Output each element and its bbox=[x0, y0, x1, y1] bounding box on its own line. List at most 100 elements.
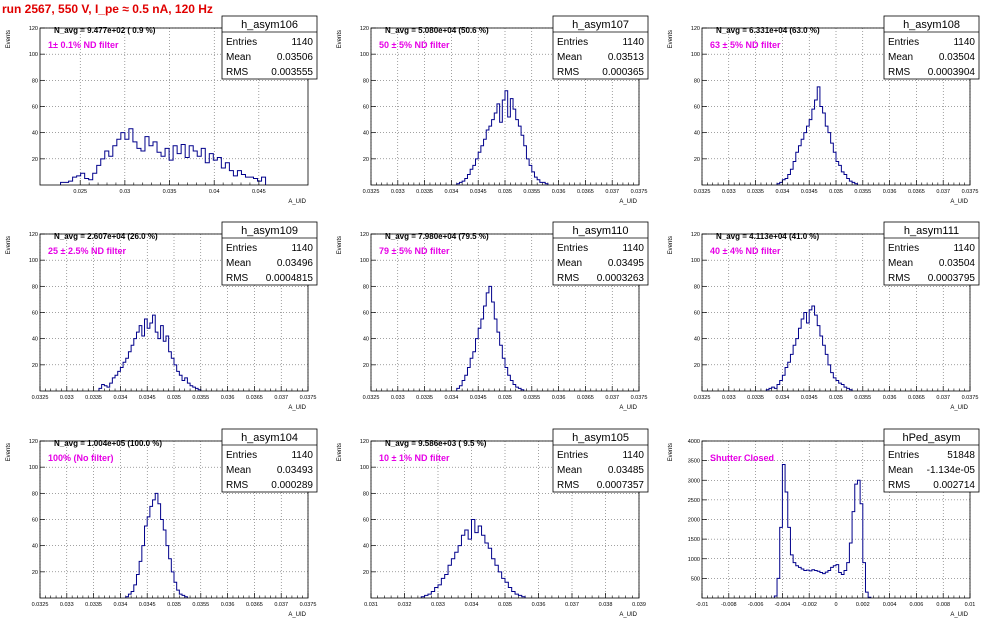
stats-label-mean: Mean bbox=[226, 258, 251, 269]
stats-title: h_asym107 bbox=[572, 19, 629, 31]
y-axis-title: Events bbox=[668, 443, 674, 461]
stats-value-rms: 0.0004815 bbox=[266, 273, 314, 284]
y-tick-label: 80 bbox=[363, 491, 369, 497]
y-tick-label: 100 bbox=[29, 52, 38, 58]
x-tick-label: 0.033 bbox=[722, 189, 736, 195]
y-tick-label: 120 bbox=[29, 26, 38, 32]
n-avg-label: N_avg = 1.004e+05 (100.0 %) bbox=[54, 439, 162, 448]
x-tick-label: 0.034 bbox=[776, 395, 790, 401]
histogram-line bbox=[456, 285, 525, 391]
x-tick-label: 0.033 bbox=[722, 395, 736, 401]
x-tick-label: 0.0355 bbox=[523, 189, 540, 195]
histogram-pad-h_asym105: 0.031 0.032 0.033 0.034 0.035 0.036 0.037 0.038… bbox=[331, 428, 661, 629]
x-tick-label: 0.0335 bbox=[416, 189, 433, 195]
x-axis-title: A_UID bbox=[619, 612, 637, 618]
filter-annotation: 50 ± 5% ND filter bbox=[379, 40, 450, 50]
y-tick-label: 120 bbox=[360, 26, 369, 32]
x-tick-label: 0.0355 bbox=[854, 189, 871, 195]
x-tick-label: 0.035 bbox=[163, 189, 177, 195]
y-tick-label: 1500 bbox=[688, 537, 700, 543]
histogram-pad-h_asym107: 0.0325 0.033 0.0335 0.034 0.0345 0.035 0.0355 0… bbox=[331, 15, 661, 216]
stats-label-mean: Mean bbox=[888, 465, 913, 476]
y-tick-label: 500 bbox=[691, 576, 700, 582]
y-tick-label: 40 bbox=[363, 131, 369, 137]
y-tick-label: 60 bbox=[32, 518, 38, 524]
histogram-pad-h_asym111: 0.0325 0.033 0.0335 0.034 0.0345 0.035 0.0355 0… bbox=[662, 221, 992, 422]
x-tick-label: 0.0345 bbox=[801, 189, 818, 195]
x-axis-title: A_UID bbox=[619, 199, 637, 205]
y-tick-label: 120 bbox=[29, 232, 38, 238]
y-tick-label: 100 bbox=[29, 258, 38, 264]
x-tick-label: 0.0375 bbox=[962, 189, 979, 195]
x-tick-label: 0.038 bbox=[599, 602, 613, 608]
x-tick-label: 0.036 bbox=[552, 395, 566, 401]
x-tick-label: 0.035 bbox=[829, 395, 843, 401]
x-tick-label: 0.0325 bbox=[694, 189, 711, 195]
x-tick-label: 0.006 bbox=[910, 602, 924, 608]
x-tick-label: 0.0375 bbox=[631, 395, 648, 401]
y-tick-label: 20 bbox=[32, 157, 38, 163]
stats-value-rms: 0.0007357 bbox=[597, 480, 645, 491]
x-tick-label: 0.025 bbox=[73, 189, 87, 195]
stats-label-rms: RMS bbox=[888, 273, 911, 284]
stats-label-rms: RMS bbox=[226, 67, 249, 78]
n-avg-label: N_avg = 9.477e+02 ( 0.9 %) bbox=[54, 26, 156, 35]
x-tick-label: 0.034 bbox=[445, 395, 459, 401]
x-tick-label: 0.034 bbox=[776, 189, 790, 195]
x-tick-label: 0.0365 bbox=[246, 602, 263, 608]
x-tick-label: 0.036 bbox=[532, 602, 546, 608]
stats-label-entries: Entries bbox=[557, 450, 588, 461]
histogram-line bbox=[765, 305, 853, 391]
stats-box-frame bbox=[883, 15, 980, 80]
x-tick-label: 0.033 bbox=[431, 602, 445, 608]
x-tick-label: 0.0335 bbox=[747, 189, 764, 195]
stats-title: h_asym109 bbox=[241, 225, 298, 237]
y-tick-label: 100 bbox=[691, 52, 700, 58]
stats-value-entries: 51848 bbox=[947, 450, 975, 461]
x-tick-label: 0.0325 bbox=[694, 395, 711, 401]
stats-value-entries: 1140 bbox=[622, 243, 644, 254]
y-tick-label: 60 bbox=[363, 105, 369, 111]
y-tick-label: 40 bbox=[32, 337, 38, 343]
y-tick-label: 20 bbox=[32, 363, 38, 369]
stats-label-rms: RMS bbox=[888, 67, 911, 78]
y-tick-label: 80 bbox=[32, 78, 38, 84]
y-tick-label: 4000 bbox=[688, 439, 700, 445]
y-tick-label: 120 bbox=[360, 232, 369, 238]
x-tick-label: 0.033 bbox=[60, 395, 74, 401]
stats-label-mean: Mean bbox=[888, 52, 913, 63]
stats-label-mean: Mean bbox=[226, 465, 251, 476]
stats-label-entries: Entries bbox=[888, 243, 919, 254]
stats-title: h_asym105 bbox=[572, 432, 629, 444]
x-tick-label: 0.0355 bbox=[854, 395, 871, 401]
stats-box-frame bbox=[221, 221, 318, 286]
y-axis-title: Events bbox=[337, 443, 343, 461]
stats-value-mean: 0.03504 bbox=[939, 52, 976, 63]
n-avg-label: N_avg = 7.980e+04 (79.5 %) bbox=[385, 232, 489, 241]
stats-value-rms: 0.002714 bbox=[933, 480, 975, 491]
y-tick-label: 20 bbox=[694, 157, 700, 163]
y-tick-label: 80 bbox=[32, 491, 38, 497]
stats-box-frame bbox=[221, 15, 318, 80]
x-tick-label: 0.037 bbox=[274, 602, 288, 608]
stats-value-rms: 0.000289 bbox=[271, 480, 313, 491]
stats-label-entries: Entries bbox=[888, 37, 919, 48]
filter-annotation: 100% (No filter) bbox=[48, 453, 114, 463]
x-tick-label: 0.01 bbox=[965, 602, 976, 608]
x-tick-label: 0.0335 bbox=[747, 395, 764, 401]
stats-value-mean: 0.03496 bbox=[277, 258, 314, 269]
stats-value-entries: 1140 bbox=[622, 450, 644, 461]
x-tick-label: 0.0335 bbox=[416, 395, 433, 401]
x-axis-title: A_UID bbox=[950, 199, 968, 205]
stats-box: h_asym110 Entries 1140 Mean 0.03495 RMS 0.0003… bbox=[552, 221, 649, 286]
stats-box: h_asym109 Entries 1140 Mean 0.03496 RMS 0.0004… bbox=[221, 221, 318, 286]
y-axis-title: Events bbox=[6, 30, 12, 48]
stats-value-rms: 0.0003795 bbox=[928, 273, 976, 284]
x-tick-label: 0.0345 bbox=[139, 395, 156, 401]
x-tick-label: 0.03 bbox=[120, 189, 131, 195]
y-tick-label: 3500 bbox=[688, 459, 700, 465]
histogram-pad-h_asym110: 0.0325 0.033 0.0335 0.034 0.0345 0.035 0.0355 0… bbox=[331, 221, 661, 422]
y-tick-label: 120 bbox=[29, 439, 38, 445]
stats-box: h_asym108 Entries 1140 Mean 0.03504 RMS 0.0003… bbox=[883, 15, 980, 80]
x-tick-label: 0.008 bbox=[936, 602, 950, 608]
